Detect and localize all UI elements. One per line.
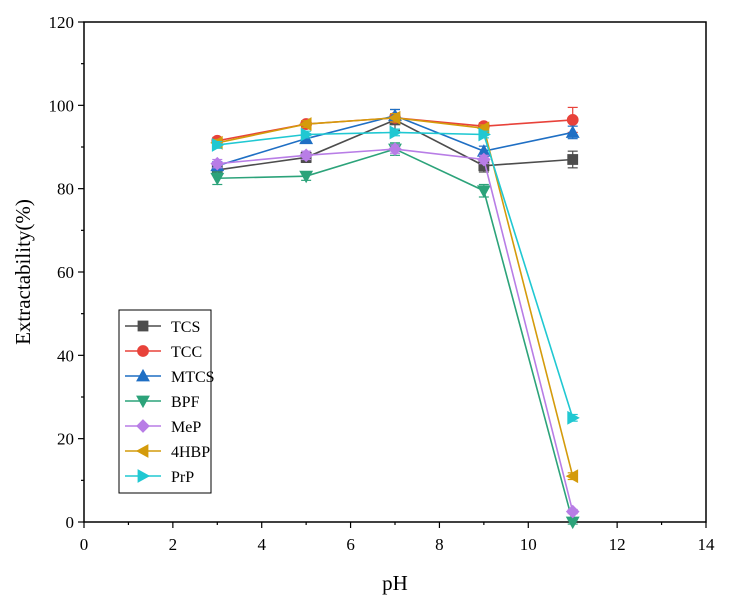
y-tick-label: 100: [49, 96, 75, 115]
legend-item-prp: PrP: [125, 469, 194, 486]
data-point-4hbp: [299, 117, 312, 132]
data-point-bpf: [476, 185, 491, 198]
data-point-prp: [567, 410, 580, 425]
data-point-prp: [478, 127, 491, 142]
legend-marker-mep: [136, 419, 150, 433]
legend-marker-4hbp: [135, 444, 149, 458]
series-group: [210, 106, 580, 530]
data-point-mep: [565, 504, 580, 519]
data-point-mtcs: [565, 125, 580, 138]
series-line-mep: [217, 148, 574, 512]
legend-label-tcc: TCC: [171, 344, 202, 361]
series-mep: [210, 142, 580, 519]
x-tick-label: 4: [257, 535, 266, 554]
data-point-mep: [210, 156, 225, 171]
legend-label-prp: PrP: [171, 469, 194, 486]
x-tick-label: 10: [520, 535, 537, 554]
series-line-bpf: [217, 148, 574, 523]
data-point-tcc: [566, 114, 579, 126]
legend-label-mep: MeP: [171, 419, 201, 436]
y-tick-label: 80: [57, 180, 74, 199]
axes-group: 0 2 4 6 8 10 12 14 0 20 40 60 80 100 120 pH Extractabili…: [11, 13, 715, 595]
legend-marker-tcs: [137, 320, 149, 332]
legend-marker-prp: [137, 469, 151, 483]
data-point-4hbp: [387, 110, 401, 125]
legend-item-bpf: BPF: [125, 394, 200, 411]
data-point-prp: [389, 125, 403, 140]
x-tick-label: 6: [346, 535, 355, 554]
data-point-bpf: [299, 170, 314, 184]
data-point-4hbp: [565, 469, 579, 484]
data-point-prp: [211, 137, 225, 152]
series-line-4hbp: [217, 117, 574, 477]
series-4hbp: [210, 110, 579, 484]
x-axis-title: pH: [382, 571, 408, 595]
y-tick-label: 120: [49, 13, 75, 32]
y-tick-label: 40: [57, 346, 74, 365]
x-tick-label: 14: [698, 535, 716, 554]
y-tick-label: 0: [66, 513, 75, 532]
series-bpf: [210, 142, 580, 530]
legend-label-mtcs: MTCS: [171, 369, 215, 386]
x-tick-label: 0: [80, 535, 89, 554]
data-point-tcs: [567, 154, 579, 165]
y-tick-label: 20: [57, 430, 74, 449]
legend-marker-mtcs: [136, 368, 150, 382]
legend-marker-bpf: [136, 395, 150, 409]
data-point-mep: [388, 142, 402, 156]
x-tick-label: 2: [169, 535, 178, 554]
data-point-prp: [300, 127, 314, 142]
x-tick-label: 12: [609, 535, 626, 554]
series-line-prp: [217, 131, 574, 419]
legend-marker-tcc: [137, 345, 149, 357]
legend-item-mep: MeP: [125, 419, 201, 436]
legend-item-mtcs: MTCS: [125, 368, 215, 386]
legend-label-4hbp: 4HBP: [171, 444, 210, 461]
legend: TCS TCC MTCS BPF MeP 4HBP PrP: [118, 309, 215, 494]
legend-label-bpf: BPF: [171, 394, 200, 411]
legend-item-tcs: TCS: [125, 319, 200, 336]
data-point-bpf: [210, 172, 225, 186]
data-point-mep: [477, 152, 491, 167]
x-tick-label: 8: [435, 535, 444, 554]
legend-label-tcs: TCS: [171, 319, 200, 336]
y-tick-label: 60: [57, 263, 74, 282]
y-axis-title: Extractability(%): [11, 199, 35, 345]
series-prp: [211, 125, 580, 425]
legend-item-4hbp: 4HBP: [125, 444, 210, 461]
data-point-mep: [299, 148, 313, 163]
legend-item-tcc: TCC: [125, 344, 202, 361]
